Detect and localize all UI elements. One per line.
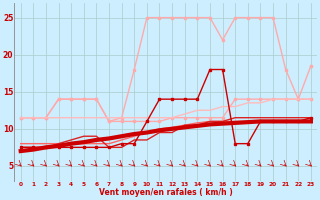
X-axis label: Vent moyen/en rafales ( km/h ): Vent moyen/en rafales ( km/h ): [99, 188, 233, 197]
